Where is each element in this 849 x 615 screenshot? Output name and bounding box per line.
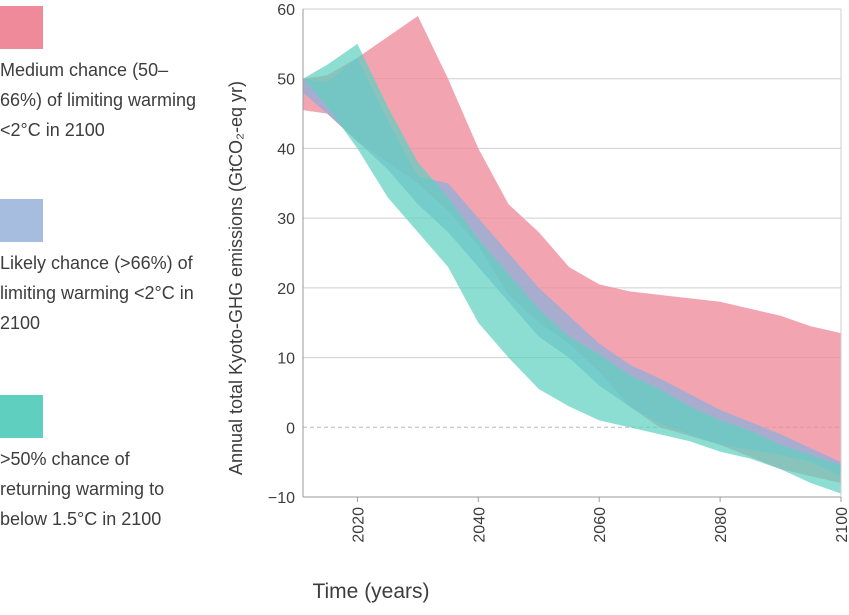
y-tick-label: 60 — [277, 2, 295, 19]
band-return-1p5c — [303, 43, 841, 494]
y-axis-label: Annual total Kyoto-GHG emissions (GtCO₂-… — [226, 81, 246, 475]
x-tick-label: 2040 — [471, 507, 488, 543]
x-tick-label: 2060 — [592, 507, 609, 543]
x-tick-label: 2100 — [834, 507, 849, 543]
legend-swatch-medium-2c — [0, 6, 43, 49]
y-tick-label: 20 — [277, 281, 295, 298]
y-tick-label: 30 — [277, 211, 295, 228]
series-bands — [303, 15, 841, 494]
legend-swatch-return-1p5c — [0, 395, 43, 438]
legend-item-return-1p5c: >50% chance of returning warming to belo… — [0, 395, 200, 534]
axes: −10 0 10 20 30 40 50 60 2020 2040 2060 2080 2100 — [268, 2, 849, 543]
y-tick-label: 50 — [277, 72, 295, 89]
legend-label-medium-2c: Medium chance (50–66%) of limiting warmi… — [0, 60, 197, 140]
y-tick-label: 10 — [277, 351, 295, 368]
legend-swatch-likely-2c — [0, 199, 43, 242]
y-tick-label: −10 — [268, 490, 295, 507]
legend-label-return-1p5c: >50% chance of returning warming to belo… — [0, 449, 165, 529]
band-medium-2c — [303, 15, 841, 484]
legend-label-likely-2c: Likely chance (>66%) of limiting warming… — [0, 253, 194, 333]
x-tick-label: 2080 — [713, 507, 730, 543]
legend-item-likely-2c: Likely chance (>66%) of limiting warming… — [0, 199, 200, 338]
y-tick-label: 40 — [277, 141, 295, 158]
x-tick-label: 2020 — [350, 507, 367, 543]
x-axis-label: Time (years) — [312, 580, 429, 603]
legend-item-medium-2c: Medium chance (50–66%) of limiting warmi… — [0, 6, 200, 145]
y-tick-label: 0 — [286, 420, 295, 437]
